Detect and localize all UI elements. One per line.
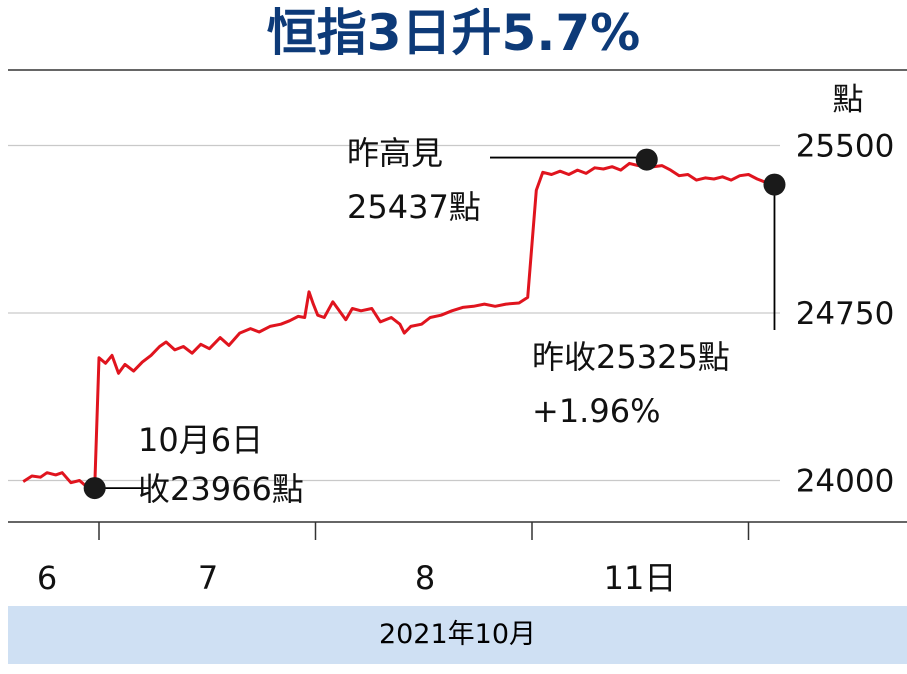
x-tick-label: 11日 xyxy=(604,559,677,597)
chart-area: 24000 24750 25500 點 6 7 8 11日 10月6日 收23966點 昨… xyxy=(8,69,907,597)
y-unit-label: 點 xyxy=(833,82,864,118)
x-tick-label: 8 xyxy=(415,559,435,597)
gridlines xyxy=(8,144,780,482)
annotation-high-value: 25437點 xyxy=(347,188,481,226)
annotation-close-value: 昨收25325點 xyxy=(532,338,730,376)
annotation-high-label: 昨高見 xyxy=(347,134,443,172)
annotation-close: 昨收25325點 +1.96% xyxy=(532,173,786,430)
annotation-high-marker xyxy=(635,148,658,171)
annotation-high: 昨高見 25437點 xyxy=(347,134,658,226)
x-tick-label: 7 xyxy=(198,559,218,597)
annotation-start: 10月6日 收23966點 xyxy=(83,421,304,508)
x-tick-label: 6 xyxy=(37,559,57,597)
annotation-start-date: 10月6日 xyxy=(138,421,263,459)
y-tick-label: 24750 xyxy=(796,296,895,332)
x-axis: 6 7 8 11日 xyxy=(8,521,907,597)
chart-title: 恒指3日升5.7% xyxy=(266,4,641,62)
annotation-close-change: +1.96% xyxy=(532,392,660,430)
footer-month-label: 2021年10月 xyxy=(378,619,537,650)
annotation-close-marker xyxy=(763,173,786,196)
annotation-start-marker xyxy=(83,477,106,500)
footer-band: 2021年10月 xyxy=(8,606,907,664)
annotation-start-close: 收23966點 xyxy=(138,470,304,508)
y-tick-label: 25500 xyxy=(796,129,895,165)
y-axis-ticks: 24000 24750 25500 xyxy=(796,129,895,500)
y-tick-label: 24000 xyxy=(796,464,895,500)
